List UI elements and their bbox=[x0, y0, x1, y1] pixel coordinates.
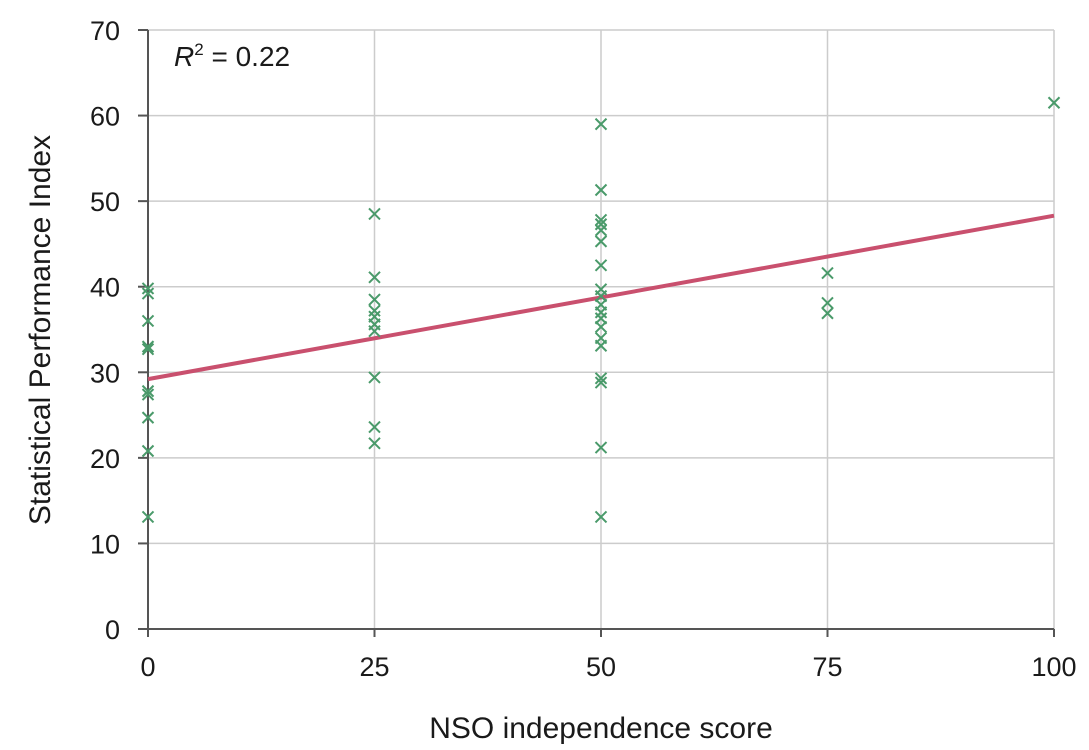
data-point bbox=[821, 307, 834, 320]
data-point bbox=[141, 384, 155, 398]
y-tick-label: 50 bbox=[90, 187, 120, 217]
data-point bbox=[594, 213, 608, 227]
x-tick-label: 75 bbox=[812, 652, 842, 682]
data-point bbox=[141, 314, 155, 328]
data-point bbox=[1047, 96, 1061, 109]
data-point bbox=[594, 235, 608, 248]
data-point bbox=[141, 287, 155, 300]
data-point bbox=[368, 371, 381, 384]
y-tick-label: 70 bbox=[90, 16, 120, 46]
x-tick-label: 50 bbox=[586, 652, 616, 682]
r-squared-annotation: R2 = 0.22 bbox=[174, 40, 290, 72]
data-point bbox=[594, 224, 608, 237]
grid-layer bbox=[147, 29, 1055, 630]
data-point bbox=[594, 117, 608, 131]
y-tick-label: 10 bbox=[90, 529, 120, 559]
y-tick-label: 30 bbox=[90, 358, 120, 388]
data-point bbox=[594, 183, 608, 197]
data-point bbox=[141, 388, 155, 401]
tick-label-layer: 0 10 20 30 40 50 60 70 0 25 50 75 100 bbox=[90, 16, 1077, 682]
data-point bbox=[368, 420, 381, 434]
data-point bbox=[821, 296, 834, 310]
data-point bbox=[821, 266, 834, 280]
data-point bbox=[594, 339, 608, 352]
r-squared-value: = 0.22 bbox=[204, 41, 290, 72]
data-point bbox=[594, 510, 608, 524]
data-point bbox=[594, 259, 608, 272]
data-point bbox=[141, 342, 155, 356]
y-tick-label: 20 bbox=[90, 444, 120, 474]
y-tick-label: 60 bbox=[90, 102, 120, 132]
y-tick-label: 40 bbox=[90, 273, 120, 303]
x-tick-label: 25 bbox=[359, 652, 389, 682]
data-point bbox=[141, 282, 155, 295]
data-point bbox=[368, 437, 381, 450]
data-point bbox=[141, 444, 155, 458]
data-point bbox=[141, 340, 155, 353]
data-point bbox=[368, 207, 381, 221]
data-point bbox=[368, 293, 381, 306]
r-squared-variable: R bbox=[174, 41, 194, 72]
y-tick-label: 0 bbox=[105, 615, 120, 645]
data-point bbox=[141, 411, 155, 424]
data-point bbox=[594, 320, 608, 334]
x-axis-title: NSO independence score bbox=[429, 712, 773, 745]
x-tick-label: 0 bbox=[140, 652, 155, 682]
axis-layer bbox=[138, 29, 1055, 637]
data-point bbox=[141, 510, 155, 524]
data-point bbox=[594, 376, 608, 389]
y-axis-title: Statistical Performance Index bbox=[24, 135, 57, 525]
data-point bbox=[594, 372, 608, 385]
data-point bbox=[368, 271, 381, 284]
data-point bbox=[368, 325, 381, 338]
point-layer bbox=[141, 96, 1061, 524]
x-tick-label: 100 bbox=[1031, 652, 1076, 682]
data-point bbox=[594, 441, 608, 454]
r-squared-superscript: 2 bbox=[194, 40, 203, 59]
